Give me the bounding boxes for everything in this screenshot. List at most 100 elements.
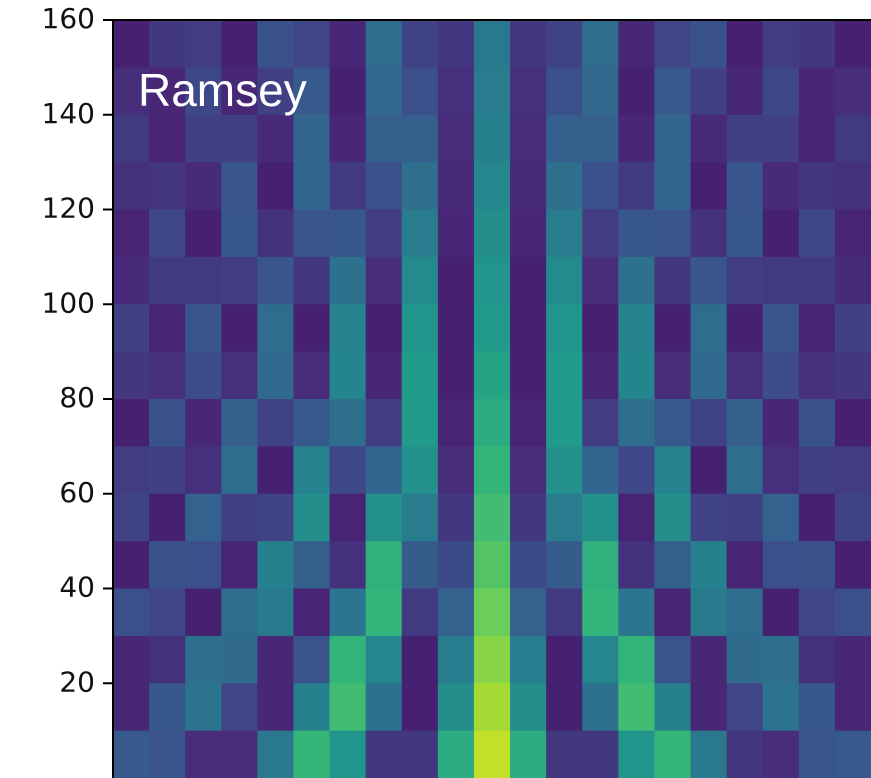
heatmap-cell (329, 67, 367, 116)
heatmap-cell (546, 162, 583, 211)
heatmap-cell (293, 351, 331, 400)
heatmap-cell (798, 683, 836, 732)
heatmap-cell (546, 256, 583, 305)
heatmap-cell (582, 635, 619, 684)
heatmap-cell (582, 493, 619, 542)
heatmap-cell (473, 209, 511, 258)
heatmap-cell (798, 588, 836, 637)
heatmap-cell (257, 730, 295, 778)
heatmap-cell (365, 446, 403, 495)
heatmap-cell (437, 588, 475, 637)
heatmap-cell (365, 588, 403, 637)
heatmap-cell (113, 256, 150, 305)
heatmap-cell (473, 399, 511, 447)
heatmap-cell (690, 256, 728, 305)
heatmap-cell (762, 683, 800, 732)
heatmap-cell (546, 730, 583, 778)
heatmap-cell (437, 304, 475, 353)
heatmap-cell (365, 493, 403, 542)
heatmap-cell (473, 683, 511, 732)
heatmap-cell (546, 588, 583, 637)
heatmap-cell (365, 351, 403, 400)
heatmap-cell (510, 683, 547, 732)
heatmap-cell (510, 635, 547, 684)
heatmap-cell (185, 730, 222, 778)
y-tick-label: 120 (42, 192, 95, 225)
heatmap-cell (293, 730, 331, 778)
heatmap-cell (654, 114, 692, 163)
heatmap-cell (365, 67, 403, 116)
y-tick-label: 80 (59, 381, 95, 414)
heatmap-cell (510, 114, 547, 163)
heatmap-cell (149, 20, 186, 68)
heatmap-cell (437, 209, 475, 258)
heatmap-cell (618, 114, 656, 163)
heatmap-cell (473, 446, 511, 495)
heatmap-cell (401, 588, 439, 637)
heatmap-cell (149, 446, 186, 495)
heatmap-cell (329, 162, 367, 211)
heatmap-cell (401, 730, 439, 778)
y-tick-label: 60 (59, 476, 95, 509)
heatmap-cell (762, 114, 800, 163)
heatmap-cell (113, 209, 150, 258)
heatmap-cell (257, 446, 295, 495)
heatmap-cell (834, 446, 871, 495)
heatmap-cell (221, 114, 258, 163)
heatmap-cell (257, 635, 295, 684)
heatmap-cell (546, 399, 583, 447)
heatmap-cell (726, 399, 764, 447)
heatmap-cell (329, 399, 367, 447)
heatmap-cell (510, 446, 547, 495)
heatmap-cell (437, 730, 475, 778)
heatmap-cell (185, 446, 222, 495)
heatmap-cell (257, 399, 295, 447)
heatmap-cell (185, 256, 222, 305)
heatmap-cell (329, 304, 367, 353)
heatmap-cell (618, 256, 656, 305)
heatmap-cell (221, 256, 258, 305)
heatmap-cell (834, 162, 871, 211)
heatmap-cell (365, 635, 403, 684)
heatmap-cell (257, 304, 295, 353)
heatmap-cell (329, 446, 367, 495)
heatmap-cell (726, 730, 764, 778)
heatmap-cell (654, 635, 692, 684)
heatmap-cell (834, 20, 871, 68)
heatmap-cell (221, 162, 258, 211)
heatmap-cell (798, 209, 836, 258)
heatmap-cell (546, 446, 583, 495)
heatmap-cell (185, 399, 222, 447)
heatmap-cell (546, 20, 583, 68)
heatmap-cell (582, 541, 619, 590)
heatmap-cell (113, 730, 150, 778)
heatmap-cell (149, 351, 186, 400)
heatmap-cell (221, 588, 258, 637)
heatmap-cell (654, 304, 692, 353)
heatmap-cell (654, 256, 692, 305)
heatmap-cell (437, 635, 475, 684)
heatmap-cell (113, 683, 150, 732)
heatmap-cell (654, 588, 692, 637)
heatmap-cell (762, 67, 800, 116)
heatmap-cell (510, 20, 547, 68)
heatmap-cell (510, 209, 547, 258)
heatmap-cell (510, 541, 547, 590)
heatmap-cell (437, 114, 475, 163)
heatmap-cell (257, 256, 295, 305)
heatmap-cell (401, 209, 439, 258)
y-tick-label: 140 (42, 97, 95, 130)
heatmap-cell (726, 304, 764, 353)
heatmap-cell (329, 256, 367, 305)
heatmap-cell (546, 351, 583, 400)
heatmap-cell (401, 351, 439, 400)
heatmap-cell (257, 493, 295, 542)
heatmap-cell (149, 114, 186, 163)
heatmap-cell (546, 541, 583, 590)
heatmap-cell (149, 730, 186, 778)
heatmap-cell (329, 588, 367, 637)
heatmap-cell (798, 162, 836, 211)
heatmap-cell (365, 399, 403, 447)
heatmap-cell (762, 446, 800, 495)
heatmap-cell (654, 493, 692, 542)
